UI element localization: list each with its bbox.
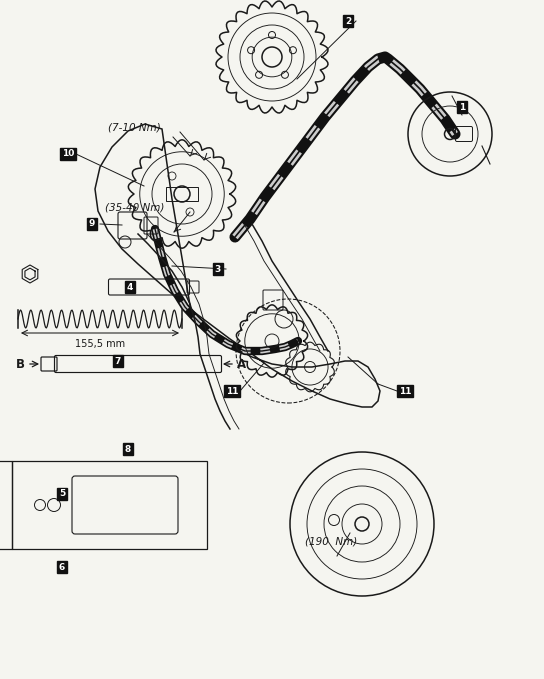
Text: 4: 4 bbox=[127, 282, 133, 291]
Text: (190  Nm): (190 Nm) bbox=[305, 536, 357, 546]
Text: A: A bbox=[237, 358, 246, 371]
Bar bbox=[12, 461, 207, 549]
Text: 5: 5 bbox=[59, 490, 65, 498]
Text: (7-10 Nm): (7-10 Nm) bbox=[108, 122, 160, 132]
Text: 11: 11 bbox=[399, 386, 411, 395]
Text: 6: 6 bbox=[59, 562, 65, 572]
Bar bbox=[166, 187, 198, 201]
Text: 2: 2 bbox=[345, 16, 351, 26]
Text: 7: 7 bbox=[115, 356, 121, 365]
Text: B: B bbox=[15, 358, 24, 371]
Text: (35-40 Nm): (35-40 Nm) bbox=[105, 202, 164, 212]
Text: 1: 1 bbox=[459, 103, 465, 111]
Text: 155,5 mm: 155,5 mm bbox=[75, 339, 125, 349]
Text: 3: 3 bbox=[215, 265, 221, 274]
Bar bbox=[0, 461, 12, 549]
Text: 11: 11 bbox=[226, 386, 238, 395]
Text: 8: 8 bbox=[125, 445, 131, 454]
Text: 9: 9 bbox=[89, 219, 95, 229]
Text: 10: 10 bbox=[62, 149, 74, 158]
